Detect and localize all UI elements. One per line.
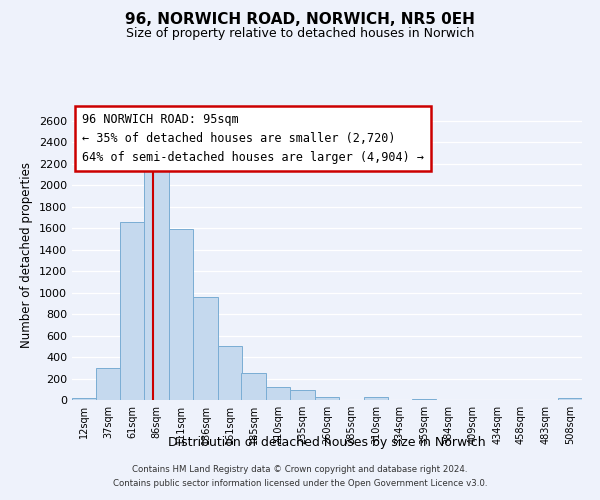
Bar xyxy=(218,346,242,400)
Y-axis label: Number of detached properties: Number of detached properties xyxy=(20,162,34,348)
Text: Distribution of detached houses by size in Norwich: Distribution of detached houses by size … xyxy=(168,436,486,449)
Text: Contains HM Land Registry data © Crown copyright and database right 2024.
Contai: Contains HM Land Registry data © Crown c… xyxy=(113,466,487,487)
Bar xyxy=(72,398,97,400)
Bar xyxy=(290,390,315,400)
Bar xyxy=(193,297,218,400)
Bar xyxy=(97,368,121,400)
Text: Size of property relative to detached houses in Norwich: Size of property relative to detached ho… xyxy=(126,28,474,40)
Bar xyxy=(557,398,582,400)
Bar xyxy=(145,171,169,400)
Bar xyxy=(266,387,290,400)
Text: 96 NORWICH ROAD: 95sqm
← 35% of detached houses are smaller (2,720)
64% of semi-: 96 NORWICH ROAD: 95sqm ← 35% of detached… xyxy=(82,113,424,164)
Bar xyxy=(412,399,436,400)
Bar xyxy=(241,372,266,400)
Text: 96, NORWICH ROAD, NORWICH, NR5 0EH: 96, NORWICH ROAD, NORWICH, NR5 0EH xyxy=(125,12,475,28)
Bar xyxy=(364,398,388,400)
Bar xyxy=(169,229,193,400)
Bar xyxy=(315,397,339,400)
Bar xyxy=(120,222,145,400)
